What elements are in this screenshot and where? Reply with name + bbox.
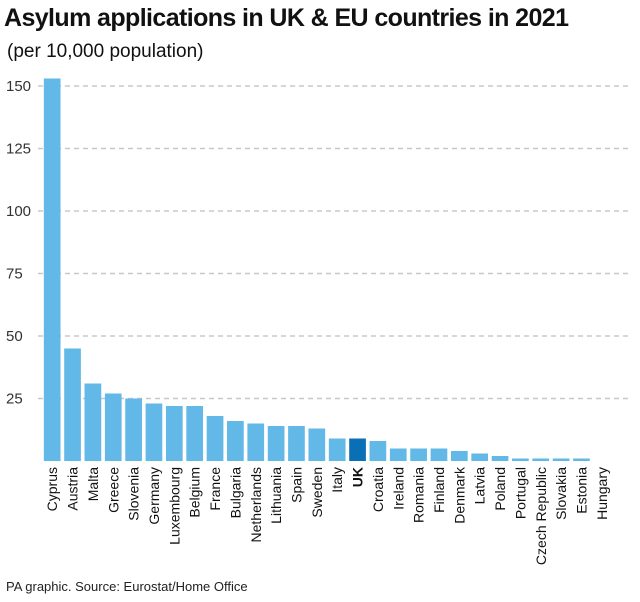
y-tick-label: 100 <box>6 203 31 220</box>
x-tick-label: France <box>207 467 223 511</box>
y-tick-label: 50 <box>6 328 23 345</box>
x-tick-label: Estonia <box>573 467 589 514</box>
source-note: PA graphic. Source: Eurostat/Home Office <box>6 579 248 594</box>
bar-malta <box>84 383 102 461</box>
x-tick-label: Luxembourg <box>166 467 182 545</box>
bar-netherlands <box>247 423 265 461</box>
bar-slovenia <box>125 398 142 461</box>
x-tick-label: Belgium <box>187 467 203 518</box>
y-tick-label: 25 <box>6 391 23 408</box>
bar-spain <box>288 426 305 461</box>
bar-croatia <box>369 441 387 461</box>
x-tick-label: Poland <box>492 467 508 511</box>
bar-luxembourg <box>165 406 183 461</box>
bar-sweden <box>308 428 326 461</box>
x-tick-label: Germany <box>146 467 162 525</box>
bar-belgium <box>186 406 204 461</box>
x-tick-label: Malta <box>85 467 101 501</box>
gridlines <box>38 85 632 400</box>
x-tick-label: Bulgaria <box>227 467 243 519</box>
bar-uk <box>349 438 366 461</box>
bar-germany <box>145 403 163 461</box>
bars <box>43 78 590 461</box>
bar-finland <box>430 448 448 461</box>
x-tick-label: Portugal <box>512 467 528 519</box>
bar-portugal <box>512 458 529 461</box>
x-tick-label: Czech Republic <box>533 467 549 565</box>
x-tick-label: Spain <box>288 467 304 503</box>
x-tick-label: Netherlands <box>248 467 264 543</box>
y-tick-label: 125 <box>6 141 31 158</box>
chart-subtitle: (per 10,000 population) <box>7 41 204 62</box>
bar-bulgaria <box>227 421 244 461</box>
bar-lithuania <box>267 426 285 461</box>
x-tick-label: Sweden <box>309 467 325 518</box>
x-tick-label: UK <box>350 467 366 487</box>
x-tick-label: Slovakia <box>553 467 569 520</box>
bar-greece <box>104 393 122 461</box>
bar-estonia <box>573 458 590 461</box>
bar-latvia <box>471 453 489 461</box>
x-tick-label: Latvia <box>472 467 488 505</box>
bar-poland <box>491 456 509 461</box>
x-tick-label: Italy <box>329 467 345 493</box>
x-tick-label: Slovenia <box>126 467 142 521</box>
bar-austria <box>64 348 81 461</box>
x-tick-label: Croatia <box>370 467 386 512</box>
x-tick-label: Denmark <box>451 466 467 524</box>
y-axis-ticks: 25 50 75 100 125 150 <box>6 78 31 408</box>
x-tick-label: Cyprus <box>44 467 60 511</box>
bar-slovakia <box>552 458 570 461</box>
x-tick-label: Romania <box>411 467 427 523</box>
x-tick-label: Greece <box>105 467 121 513</box>
y-tick-label: 75 <box>6 266 23 283</box>
bar-czech-republic <box>532 458 550 461</box>
x-tick-label: Ireland <box>390 467 406 510</box>
x-axis-labels: Cyprus Austria Malta Greece Slovenia Germany L… <box>44 466 610 565</box>
bar-romania <box>410 448 427 461</box>
x-tick-label: Finland <box>431 467 447 513</box>
chart-title: Asylum applications in UK & EU countries… <box>4 4 569 32</box>
bar-denmark <box>450 451 468 461</box>
bar-italy <box>328 438 346 461</box>
x-tick-label: Hungary <box>594 467 610 520</box>
y-tick-label: 150 <box>6 78 31 95</box>
bar-cyprus <box>43 78 61 461</box>
x-tick-label: Lithuania <box>268 467 284 524</box>
bar-france <box>206 416 224 461</box>
bar-ireland <box>389 448 407 461</box>
x-tick-label: Austria <box>65 467 81 511</box>
